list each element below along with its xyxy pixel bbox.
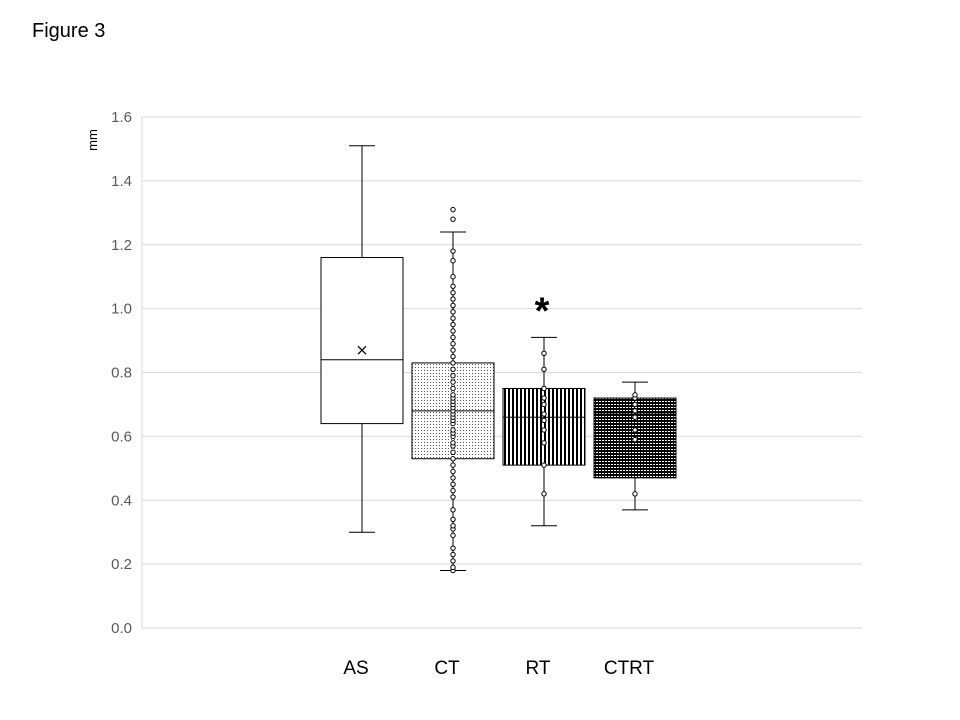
y-tick-label: 0.8 — [111, 365, 132, 382]
data-point — [450, 328, 456, 334]
iqr-box — [320, 257, 404, 425]
y-axis-label: mm — [85, 129, 100, 151]
y-tick-label: 1.0 — [111, 301, 132, 318]
mean-marker — [357, 345, 367, 355]
data-point — [450, 366, 456, 373]
data-point — [450, 289, 456, 296]
data-point — [450, 360, 456, 366]
y-axis: 0.0 0.2 0.4 0.6 0.8 1.0 1.2 1.4 1.6 — [111, 109, 143, 637]
iqr-box — [502, 387, 586, 466]
y-tick-label: 0.4 — [111, 492, 132, 509]
data-point — [541, 350, 547, 357]
data-point — [632, 414, 638, 420]
data-point — [450, 440, 456, 446]
data-point — [450, 347, 456, 353]
box-rt: * — [502, 290, 586, 527]
data-point — [450, 564, 456, 571]
outlier-point — [450, 216, 456, 222]
data-point — [450, 309, 456, 315]
figure-title: Figure 3 — [32, 20, 106, 42]
data-point — [450, 456, 456, 462]
box-ctrt — [593, 381, 677, 511]
data-point — [541, 411, 547, 417]
data-point — [632, 491, 638, 497]
data-point — [450, 379, 456, 385]
data-point — [450, 487, 456, 494]
data-point — [450, 427, 456, 433]
data-point — [450, 372, 456, 379]
data-point — [450, 545, 456, 551]
data-point — [450, 516, 456, 523]
data-point — [450, 321, 456, 328]
category-label: RT — [526, 658, 551, 679]
box-as — [320, 145, 404, 533]
data-point — [541, 417, 547, 424]
data-point — [450, 334, 456, 341]
data-point — [450, 258, 456, 264]
data-point — [541, 440, 547, 446]
data-point — [450, 283, 456, 289]
data-point — [450, 273, 456, 280]
data-point — [541, 427, 547, 433]
outlier-point — [450, 206, 456, 213]
data-point — [541, 395, 547, 401]
data-point — [632, 401, 638, 408]
boxes: * — [320, 145, 677, 574]
category-label: AS — [343, 658, 368, 679]
gridlines — [142, 116, 862, 629]
data-point — [450, 468, 456, 475]
category-label: CT — [434, 658, 460, 679]
data-point — [450, 248, 456, 254]
data-point — [450, 475, 456, 481]
data-point — [450, 558, 456, 564]
data-point — [632, 392, 638, 398]
data-point — [541, 462, 547, 468]
category-labels: AS CT RT CTRT — [343, 658, 654, 679]
data-point — [450, 385, 456, 392]
y-tick-label: 1.4 — [111, 173, 132, 190]
data-point — [450, 494, 456, 500]
data-point — [450, 296, 456, 302]
data-point — [450, 551, 456, 558]
y-tick-label: 0.0 — [111, 620, 132, 637]
y-tick-label: 1.2 — [111, 237, 132, 254]
y-tick-label: 1.6 — [111, 109, 132, 126]
y-tick-label: 0.2 — [111, 556, 132, 573]
data-point — [632, 427, 638, 433]
data-point — [450, 507, 456, 513]
data-point — [450, 523, 456, 529]
data-point — [450, 392, 456, 398]
data-point — [450, 341, 456, 347]
data-point — [632, 436, 638, 443]
data-point — [632, 408, 638, 414]
y-tick-label: 0.6 — [111, 428, 132, 445]
data-point — [541, 491, 547, 497]
data-point — [450, 481, 456, 487]
data-point — [450, 462, 456, 468]
significance-marker: * — [535, 290, 550, 332]
data-point — [450, 449, 456, 456]
data-point — [450, 532, 456, 539]
box-ct — [411, 206, 495, 574]
data-point — [541, 401, 547, 408]
data-point — [541, 366, 547, 373]
data-point — [450, 315, 456, 321]
category-label: CTRT — [604, 658, 655, 679]
data-point — [450, 302, 456, 309]
data-point — [541, 385, 547, 392]
data-point — [450, 353, 456, 360]
